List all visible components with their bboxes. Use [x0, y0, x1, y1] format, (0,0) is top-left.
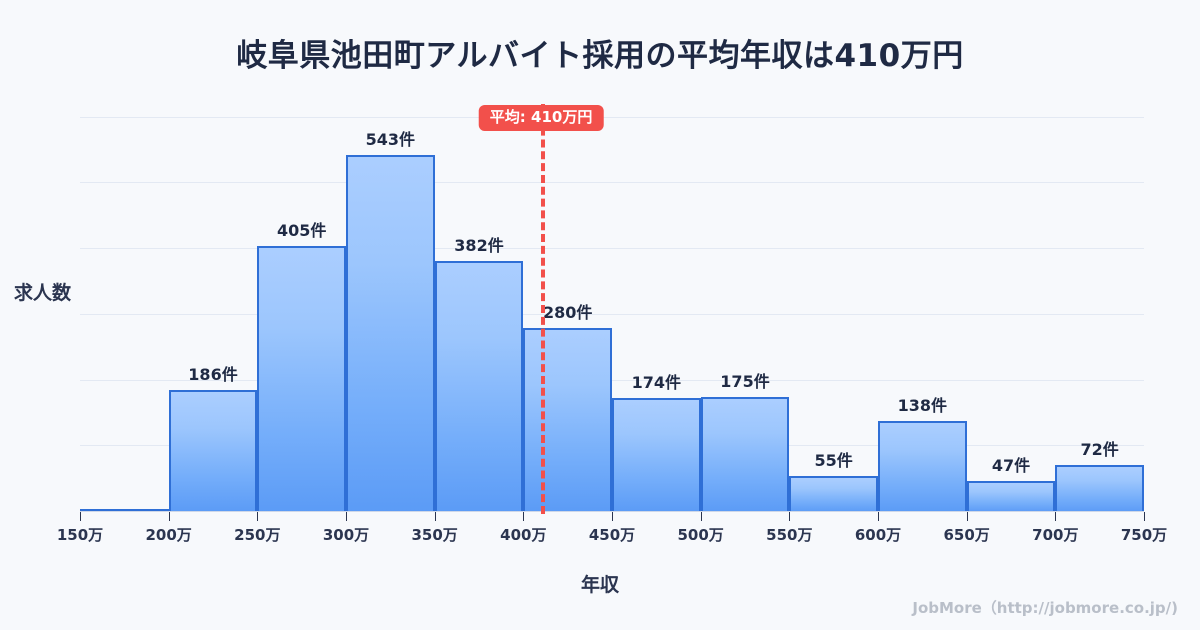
x-axis-tick	[612, 512, 613, 521]
chart-title: 岐阜県池田町アルバイト採用の平均年収は410万円	[236, 38, 964, 74]
x-axis-tick-label: 400万	[500, 526, 547, 544]
bar	[523, 328, 612, 512]
x-axis-tick	[1144, 512, 1145, 521]
bar-value-label: 174件	[631, 372, 682, 392]
plot-area: 186件 405件 543件 382件 280件 174件 175件 55件 138件 47件 72…	[80, 98, 1144, 512]
bar-value-label: 72件	[1080, 439, 1119, 459]
x-axis-tick	[168, 512, 170, 521]
footer-credit: JobMore（http://jobmore.co.jp/)	[912, 599, 1178, 617]
x-axis-tick	[434, 512, 436, 521]
bar-value-label: 543件	[365, 130, 416, 150]
mean-line	[541, 104, 546, 514]
x-axis-tick	[966, 512, 968, 521]
bar	[878, 421, 967, 512]
x-axis-tick-label: 750万	[1120, 526, 1168, 544]
bar	[346, 155, 435, 512]
bar-value-label: 175件	[720, 372, 770, 391]
x-axis-tick	[1055, 512, 1057, 521]
bar	[966, 481, 1056, 512]
bar-value-label: 138件	[897, 396, 948, 416]
bar	[700, 397, 790, 512]
x-axis-tick-label: 450万	[588, 526, 636, 544]
x-axis-tick-label: 200万	[145, 526, 192, 544]
bar	[434, 260, 524, 512]
x-axis-tick-label: 250万	[234, 526, 281, 544]
x-axis-tick	[789, 512, 791, 521]
x-axis-tick-label: 550万	[766, 526, 813, 544]
x-axis-tick-label: 500万	[677, 526, 724, 544]
x-axis-title: 年収	[580, 574, 619, 596]
bar	[168, 389, 258, 512]
mean-badge: 平均: 410万円	[478, 105, 604, 131]
bar	[1055, 464, 1144, 512]
bar	[80, 508, 169, 512]
bar-series: 186件 405件 543件 382件 280件 174件 175件 55件 138件 47件 72…	[80, 98, 1144, 512]
x-axis-tick-label: 650万	[943, 526, 990, 544]
x-axis-tick	[700, 512, 702, 521]
x-axis-tick-label: 300万	[322, 526, 370, 544]
x-axis-tick	[346, 512, 347, 521]
x-axis-tick-label: 600万	[854, 526, 902, 544]
x-axis-baseline	[80, 511, 1144, 512]
x-axis-tick-label: 150万	[56, 526, 104, 544]
bar-value-label: 382件	[454, 235, 504, 255]
bar	[789, 475, 878, 512]
x-axis-tick-label: 350万	[411, 526, 458, 544]
bar-value-label: 280件	[542, 303, 593, 322]
x-axis-tick	[523, 512, 525, 521]
x-axis-tick	[878, 512, 879, 521]
y-axis-title: 求人数	[14, 282, 72, 304]
bar-value-label: 47件	[991, 456, 1031, 476]
bar-value-label: 55件	[814, 450, 853, 470]
bar	[612, 397, 701, 512]
x-axis-tick-label: 700万	[1032, 526, 1079, 544]
bar-value-label: 186件	[188, 364, 238, 384]
bar	[257, 245, 346, 512]
bar-value-label: 405件	[276, 220, 327, 240]
x-axis-tick	[80, 512, 81, 521]
x-axis-tick	[257, 512, 259, 521]
